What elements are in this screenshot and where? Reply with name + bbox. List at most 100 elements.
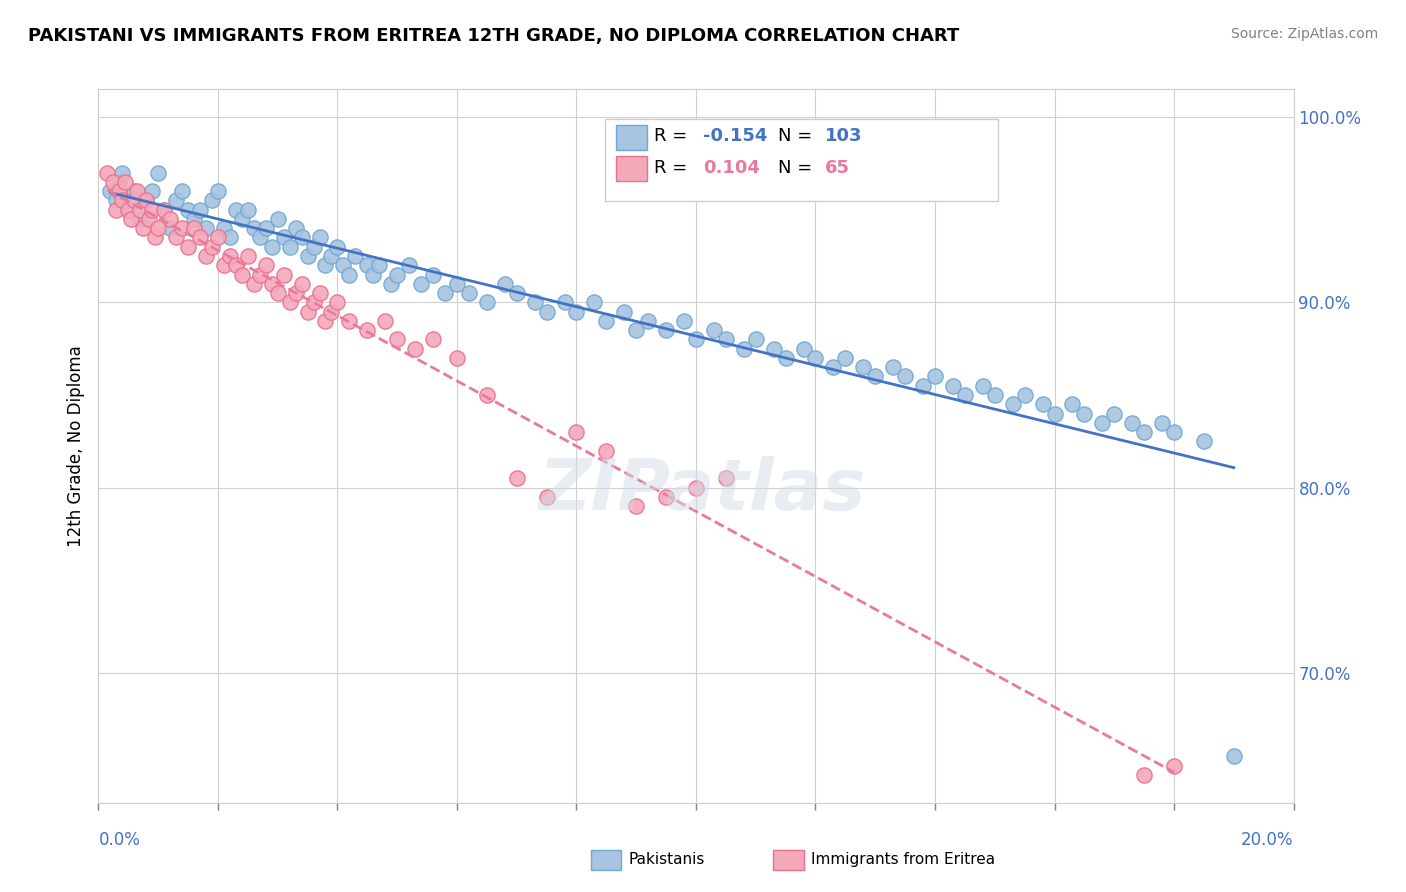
Point: [565, 425, 588, 439]
Point: [177, 202, 200, 217]
Text: -0.154: -0.154: [703, 128, 768, 145]
Point: [404, 342, 426, 356]
Point: [96, 166, 118, 180]
Point: [1104, 407, 1126, 421]
Point: [308, 230, 330, 244]
Point: [236, 249, 259, 263]
Point: [188, 202, 211, 217]
Point: [1062, 397, 1084, 411]
Point: [326, 240, 349, 254]
Point: [103, 175, 125, 189]
Point: [924, 369, 946, 384]
Point: [138, 211, 160, 226]
Text: R =: R =: [654, 159, 693, 177]
Point: [1163, 758, 1185, 772]
Point: [882, 360, 904, 375]
Point: [297, 304, 319, 318]
Point: [195, 221, 218, 235]
Point: [984, 388, 1007, 402]
Point: [326, 295, 349, 310]
Text: R =: R =: [654, 128, 693, 145]
Point: [745, 333, 768, 347]
Point: [793, 342, 815, 356]
Point: [494, 277, 516, 291]
Point: [124, 184, 146, 198]
Point: [153, 202, 176, 217]
Point: [422, 333, 444, 347]
Point: [291, 277, 314, 291]
Point: [536, 490, 558, 504]
Point: [117, 202, 139, 217]
Point: [1163, 425, 1185, 439]
Point: [1043, 407, 1066, 421]
Point: [243, 277, 266, 291]
Point: [177, 240, 200, 254]
Point: [332, 258, 354, 272]
Point: [953, 388, 976, 402]
Point: [201, 194, 224, 208]
Point: [685, 333, 707, 347]
Point: [385, 268, 409, 282]
Point: [506, 286, 529, 301]
Point: [434, 286, 457, 301]
Point: [339, 314, 361, 328]
Point: [273, 268, 295, 282]
Point: [398, 258, 420, 272]
Point: [673, 314, 696, 328]
Point: [278, 295, 301, 310]
Y-axis label: 12th Grade, No Diploma: 12th Grade, No Diploma: [66, 345, 84, 547]
Point: [1223, 749, 1246, 764]
Text: PAKISTANI VS IMMIGRANTS FROM ERITREA 12TH GRADE, NO DIPLOMA CORRELATION CHART: PAKISTANI VS IMMIGRANTS FROM ERITREA 12T…: [28, 27, 959, 45]
Point: [565, 304, 588, 318]
Point: [1152, 416, 1174, 430]
Point: [212, 221, 235, 235]
Point: [523, 295, 546, 310]
Point: [219, 230, 242, 244]
Point: [153, 202, 176, 217]
Point: [165, 194, 187, 208]
Point: [231, 211, 253, 226]
Point: [714, 471, 737, 485]
Point: [422, 268, 444, 282]
Point: [129, 202, 152, 217]
Point: [595, 443, 617, 458]
Point: [1133, 425, 1156, 439]
Point: [201, 240, 224, 254]
Point: [278, 240, 301, 254]
Text: 103: 103: [825, 128, 863, 145]
Point: [114, 175, 136, 189]
Point: [1121, 416, 1143, 430]
Point: [321, 304, 343, 318]
Point: [894, 369, 917, 384]
Point: [273, 230, 295, 244]
Point: [626, 323, 648, 337]
Point: [159, 221, 181, 235]
Point: [583, 295, 606, 310]
Point: [363, 268, 385, 282]
Point: [159, 211, 181, 226]
Text: 20.0%: 20.0%: [1241, 831, 1294, 849]
Point: [446, 277, 468, 291]
Point: [212, 258, 235, 272]
Point: [315, 314, 337, 328]
Point: [339, 268, 361, 282]
Point: [685, 481, 707, 495]
Point: [260, 240, 283, 254]
Point: [183, 211, 205, 226]
Point: [536, 304, 558, 318]
Point: [172, 184, 194, 198]
Point: [1014, 388, 1036, 402]
Point: [132, 221, 155, 235]
Point: [834, 351, 856, 365]
Point: [111, 194, 134, 208]
Point: [105, 202, 128, 217]
Point: [775, 351, 797, 365]
Text: 0.0%: 0.0%: [98, 831, 141, 849]
Point: [368, 258, 391, 272]
Point: [207, 230, 229, 244]
Point: [637, 314, 659, 328]
Point: [231, 268, 253, 282]
Point: [165, 230, 187, 244]
Text: 0.104: 0.104: [703, 159, 759, 177]
Point: [249, 230, 271, 244]
